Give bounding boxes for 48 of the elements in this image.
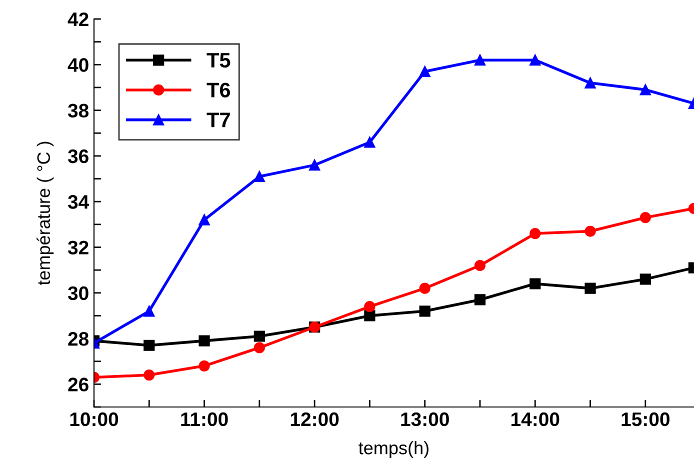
y-tick-label: 40: [68, 58, 88, 72]
point: [474, 294, 486, 306]
y-tick-label: 34: [68, 195, 90, 209]
point: [530, 54, 541, 66]
point: [364, 136, 376, 148]
point: [309, 160, 320, 171]
point: [254, 342, 265, 354]
point: [144, 306, 155, 317]
point: [474, 260, 486, 272]
legend-label: T6: [206, 82, 230, 98]
point: [364, 301, 376, 312]
x-tick-label: 10:00: [70, 412, 118, 426]
x-tick-label: 13:00: [401, 412, 449, 426]
legend-label: T5: [206, 53, 230, 68]
point: [530, 228, 541, 240]
point: [144, 369, 155, 381]
legend-label: T7: [206, 112, 230, 128]
point: [640, 212, 651, 224]
y-tick-label: 28: [68, 332, 89, 346]
x-tick-label: 11:00: [181, 412, 228, 426]
point: [584, 226, 596, 237]
point: [474, 54, 486, 66]
x-tick-label: 15:00: [622, 412, 670, 426]
y-tick-label: 30: [68, 286, 88, 300]
point: [144, 340, 155, 351]
y-tick-label: 42: [68, 12, 88, 26]
point: [530, 278, 541, 290]
point: [640, 84, 651, 96]
y-axis-title: température ( °C ): [36, 142, 54, 286]
point: [254, 170, 265, 182]
point: [584, 77, 596, 88]
point: [419, 306, 430, 317]
x-axis-title: temps(h): [358, 441, 428, 458]
y-tick-label: 38: [68, 104, 89, 118]
point: [364, 310, 376, 322]
y-tick-label: 32: [68, 240, 88, 254]
point: [640, 274, 651, 285]
y-tick-label: 26: [68, 378, 88, 392]
point: [584, 282, 596, 294]
point: [198, 335, 210, 346]
point: [419, 66, 430, 78]
y-tick-label: 36: [68, 149, 88, 164]
x-tick-label: 12:00: [290, 412, 339, 426]
point: [254, 330, 265, 342]
x-tick-label: 14:00: [511, 412, 560, 426]
point: [419, 282, 430, 294]
point: [198, 360, 210, 372]
point: [198, 214, 210, 226]
